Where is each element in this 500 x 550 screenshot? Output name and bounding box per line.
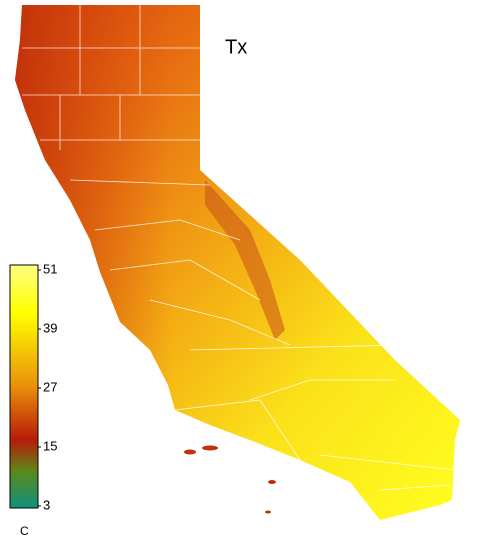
colorbar-tick-label: 3 — [43, 497, 50, 512]
county-lines — [22, 5, 456, 491]
colorbar-tick-label: 27 — [43, 379, 57, 394]
colorbar-unit: C — [20, 524, 29, 538]
colorbar — [9, 264, 39, 509]
island — [202, 445, 218, 451]
colorbar-tick-label: 15 — [43, 438, 57, 453]
islands — [184, 445, 276, 514]
island — [268, 480, 276, 484]
sierra-ridge — [205, 180, 285, 340]
california — [15, 5, 460, 520]
island — [265, 510, 271, 514]
colorbar-tick-label: 51 — [43, 261, 57, 276]
map-title: Tx — [225, 36, 247, 58]
colorbar-tick-label: 39 — [43, 320, 57, 335]
island — [184, 449, 196, 455]
coastal-band — [15, 5, 460, 520]
